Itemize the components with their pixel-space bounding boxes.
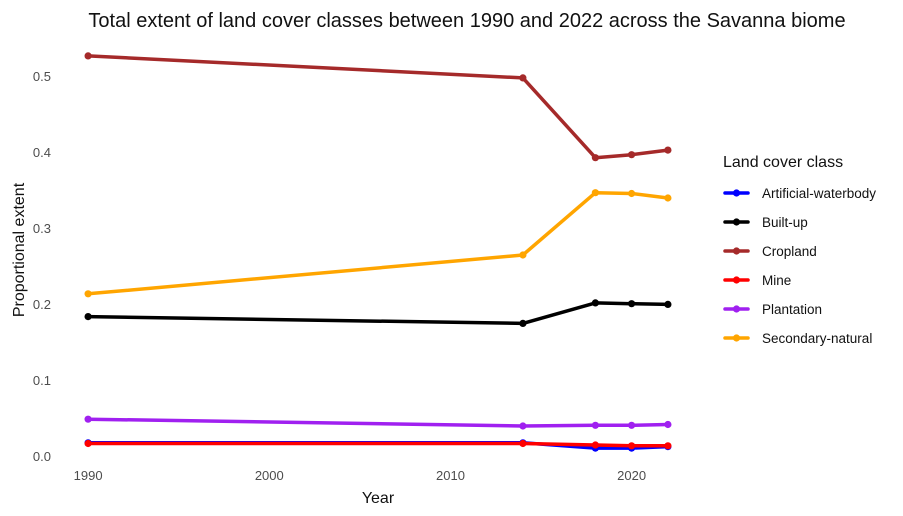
data-point xyxy=(628,300,636,308)
legend-swatch-point xyxy=(732,334,741,342)
legend-label: Secondary-natural xyxy=(762,331,872,346)
data-point xyxy=(519,251,527,259)
x-tick-label: 2020 xyxy=(617,468,646,483)
data-point xyxy=(628,189,636,198)
legend: Land cover class Artificial-waterbody Bui… xyxy=(723,154,876,346)
legend-label: Cropland xyxy=(762,244,817,259)
data-point xyxy=(591,189,600,197)
series-line xyxy=(86,190,670,296)
data-point xyxy=(591,299,600,307)
legend-swatch-point xyxy=(732,189,741,197)
series-group xyxy=(84,52,672,162)
y-axis-ticks: 0.0 0.1 0.2 0.3 0.4 0.5 xyxy=(33,69,51,464)
data-point xyxy=(84,290,92,298)
legend-item: Secondary-natural xyxy=(723,331,872,346)
legend-label: Artificial-waterbody xyxy=(762,186,876,201)
legend-item: Plantation xyxy=(723,302,822,317)
y-tick-label: 0.0 xyxy=(33,449,51,464)
data-point xyxy=(591,154,600,162)
legend-item: Built-up xyxy=(723,215,808,230)
legend-swatch-point xyxy=(732,305,741,313)
data-point xyxy=(84,439,92,448)
data-point xyxy=(664,442,672,450)
legend-swatch-point xyxy=(732,276,741,284)
data-point xyxy=(84,415,92,423)
legend-label: Mine xyxy=(762,273,791,288)
legend-swatch-point xyxy=(732,247,741,255)
legend-item: Cropland xyxy=(723,244,817,259)
data-point xyxy=(628,421,636,429)
legend-swatch-point xyxy=(732,218,741,226)
x-axis-title: Year xyxy=(362,490,395,507)
data-point xyxy=(664,146,672,154)
series-group xyxy=(84,299,672,327)
legend-item: Artificial-waterbody xyxy=(723,186,876,201)
data-point xyxy=(664,300,672,308)
y-tick-label: 0.1 xyxy=(33,373,51,388)
x-tick-label: 1990 xyxy=(74,468,103,483)
data-point xyxy=(628,151,636,159)
data-point xyxy=(628,442,636,450)
y-axis-title: Proportional extent xyxy=(11,182,28,317)
data-point xyxy=(664,194,672,202)
series-group xyxy=(84,415,672,430)
legend-title: Land cover class xyxy=(723,154,843,171)
legend-items: Artificial-waterbody Built-up Cropland Mine… xyxy=(723,186,876,346)
data-point xyxy=(591,441,600,449)
chart-title: Total extent of land cover classes betwe… xyxy=(88,10,845,32)
series-line xyxy=(86,54,670,160)
x-axis-ticks: 1990 2000 2010 2020 xyxy=(74,468,646,483)
data-point xyxy=(519,422,527,430)
y-tick-label: 0.2 xyxy=(33,297,51,312)
series-line xyxy=(86,301,670,326)
plot-series xyxy=(84,52,672,452)
data-point xyxy=(519,319,527,327)
data-point xyxy=(519,74,527,82)
data-point xyxy=(664,420,672,429)
series-line xyxy=(86,441,670,448)
series-group xyxy=(84,189,672,298)
data-point xyxy=(591,421,600,429)
series-line xyxy=(86,417,670,428)
series-group xyxy=(84,439,672,450)
data-point xyxy=(84,52,92,60)
data-point xyxy=(84,313,92,321)
data-point xyxy=(519,439,527,448)
x-tick-label: 2000 xyxy=(255,468,284,483)
y-tick-label: 0.3 xyxy=(33,221,51,236)
y-tick-label: 0.4 xyxy=(33,145,51,160)
legend-label: Plantation xyxy=(762,302,822,317)
x-tick-label: 2010 xyxy=(436,468,465,483)
legend-label: Built-up xyxy=(762,215,808,230)
y-tick-label: 0.5 xyxy=(33,69,51,84)
legend-item: Mine xyxy=(723,273,791,288)
